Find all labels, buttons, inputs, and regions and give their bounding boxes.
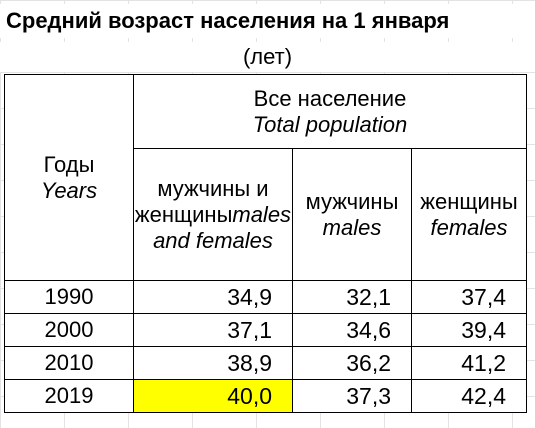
females-cell: 37,4 <box>411 280 527 314</box>
both-sexes-cell: 38,9 <box>133 346 293 380</box>
header-females-ru: женщины <box>420 188 518 214</box>
table-title: Средний возраст населения на 1 января <box>0 4 535 38</box>
unit-label: (лет) <box>0 42 535 72</box>
table-row: 2010 38,9 36,2 41,2 <box>4 346 527 380</box>
table-row: 2019 40,0 37,3 42,4 <box>4 379 527 413</box>
header-females-en: females <box>430 214 508 240</box>
header-years-en: Years <box>40 177 98 203</box>
year-cell: 2010 <box>4 346 134 380</box>
header-both-sexes: мужчины и женщиныmales and females <box>133 148 293 281</box>
both-sexes-cell: 37,1 <box>133 313 293 347</box>
year-cell: 2000 <box>4 313 134 347</box>
year-cell: 2019 <box>4 379 134 413</box>
data-table: Годы Years Все население Total populatio… <box>4 74 527 413</box>
header-males-en: males <box>322 214 382 240</box>
males-cell: 36,2 <box>292 346 412 380</box>
header-total-ru: Все население <box>253 85 407 111</box>
header-males: мужчины males <box>292 148 412 281</box>
females-cell: 42,4 <box>411 379 527 413</box>
header-years-ru: Годы <box>43 151 95 177</box>
header-both-en: males and females <box>153 201 292 253</box>
table-row: 1990 34,9 32,1 37,4 <box>4 280 527 314</box>
both-sexes-cell: 34,9 <box>133 280 293 314</box>
males-cell: 37,3 <box>292 379 412 413</box>
both-sexes-cell-highlighted[interactable]: 40,0 <box>133 379 293 413</box>
females-cell: 41,2 <box>411 346 527 380</box>
header-both-ru: мужчины и женщины <box>134 175 269 227</box>
header-years: Годы Years <box>4 74 134 281</box>
males-cell: 34,6 <box>292 313 412 347</box>
header-total-en: Total population <box>252 111 408 137</box>
females-cell: 39,4 <box>411 313 527 347</box>
header-total: Все население Total population <box>133 74 527 149</box>
header-males-ru: мужчины <box>305 188 399 214</box>
table-row: 2000 37,1 34,6 39,4 <box>4 313 527 347</box>
header-females: женщины females <box>411 148 527 281</box>
year-cell: 1990 <box>4 280 134 314</box>
males-cell: 32,1 <box>292 280 412 314</box>
